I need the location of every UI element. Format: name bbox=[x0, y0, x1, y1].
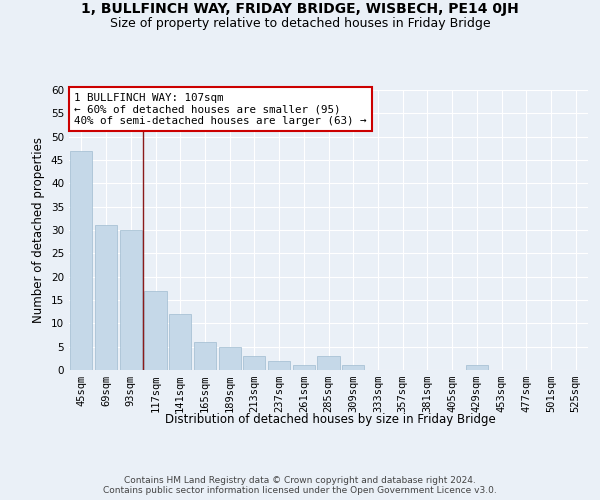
Text: 1 BULLFINCH WAY: 107sqm
← 60% of detached houses are smaller (95)
40% of semi-de: 1 BULLFINCH WAY: 107sqm ← 60% of detache… bbox=[74, 93, 367, 126]
Bar bbox=[169, 314, 191, 370]
Bar bbox=[119, 230, 142, 370]
Bar bbox=[466, 366, 488, 370]
Bar bbox=[268, 360, 290, 370]
Bar bbox=[317, 356, 340, 370]
Bar bbox=[194, 342, 216, 370]
Bar bbox=[218, 346, 241, 370]
Bar bbox=[293, 366, 315, 370]
Y-axis label: Number of detached properties: Number of detached properties bbox=[32, 137, 46, 323]
Bar bbox=[342, 366, 364, 370]
Text: Size of property relative to detached houses in Friday Bridge: Size of property relative to detached ho… bbox=[110, 18, 490, 30]
Bar bbox=[243, 356, 265, 370]
Text: Contains HM Land Registry data © Crown copyright and database right 2024.
Contai: Contains HM Land Registry data © Crown c… bbox=[103, 476, 497, 495]
Text: 1, BULLFINCH WAY, FRIDAY BRIDGE, WISBECH, PE14 0JH: 1, BULLFINCH WAY, FRIDAY BRIDGE, WISBECH… bbox=[81, 2, 519, 16]
Bar bbox=[70, 150, 92, 370]
Bar bbox=[95, 226, 117, 370]
Text: Distribution of detached houses by size in Friday Bridge: Distribution of detached houses by size … bbox=[164, 412, 496, 426]
Bar bbox=[145, 290, 167, 370]
